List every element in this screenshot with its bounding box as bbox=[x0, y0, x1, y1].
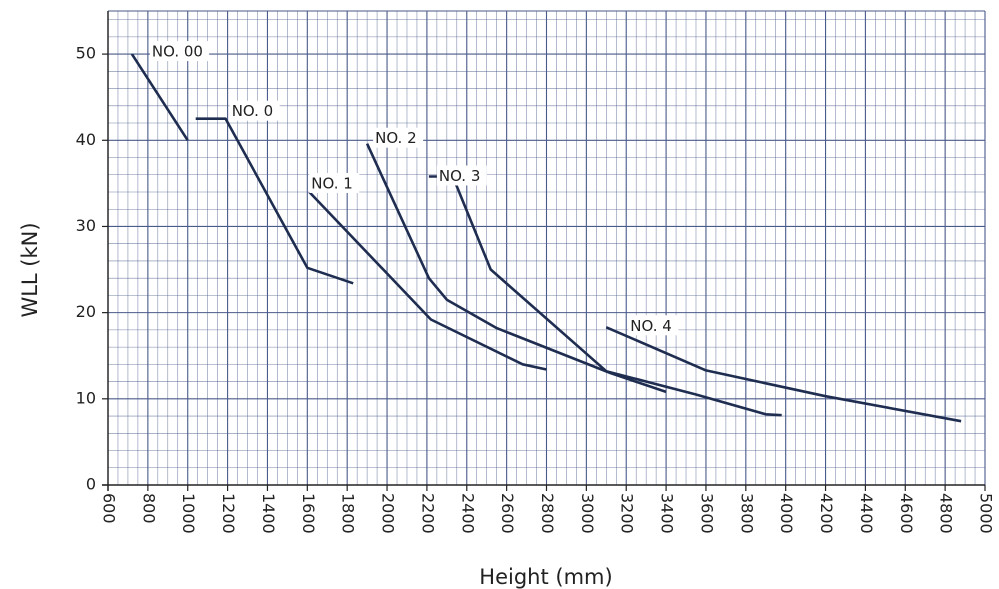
series-label-text: NO. 0 bbox=[232, 102, 274, 120]
series-line-no-0 bbox=[195, 117, 354, 285]
y-tick-label: 40 bbox=[76, 130, 96, 149]
x-tick-label: 2800 bbox=[538, 493, 557, 534]
y-axis-label: WLL (kN) bbox=[18, 222, 42, 317]
series-line-no-1 bbox=[308, 191, 547, 371]
series-label-background bbox=[628, 315, 679, 336]
x-tick-label: 3200 bbox=[618, 493, 637, 534]
x-tick-label: 3600 bbox=[697, 493, 716, 534]
series-label-no-2: NO. 2 bbox=[373, 127, 424, 148]
y-tick-label: 10 bbox=[76, 388, 96, 407]
series-label-text: NO. 3 bbox=[439, 167, 481, 185]
x-tick-label: 3400 bbox=[658, 493, 677, 534]
x-tick-label: 600 bbox=[100, 493, 119, 524]
series-label-text: NO. 1 bbox=[311, 174, 353, 192]
x-tick-label: 4200 bbox=[817, 493, 836, 534]
series-label-no-3: NO. 3 bbox=[436, 165, 487, 186]
series-labels: NO. 00 NO. 0 NO. 1 NO. 2 NO. 3 NO. 4 bbox=[149, 41, 679, 336]
x-tick-label: 2200 bbox=[418, 493, 437, 534]
y-tick-label: 20 bbox=[76, 302, 96, 321]
x-tick-label: 1200 bbox=[219, 493, 238, 534]
series-label-no-00: NO. 00 bbox=[149, 41, 210, 62]
x-tick-label: 4000 bbox=[777, 493, 796, 534]
x-tick-label: 1000 bbox=[179, 493, 198, 534]
major-gridlines bbox=[102, 10, 986, 491]
series-line-no-4 bbox=[605, 326, 962, 423]
series-label-text: NO. 2 bbox=[375, 129, 417, 147]
x-tick-label: 4800 bbox=[937, 493, 956, 534]
series-label-no-0: NO. 0 bbox=[229, 100, 280, 121]
x-tick-label: 1800 bbox=[339, 493, 358, 534]
x-tick-label: 2600 bbox=[498, 493, 517, 534]
x-tick-label: 4600 bbox=[897, 493, 916, 534]
series-label-background bbox=[229, 100, 280, 121]
x-tick-label: 4400 bbox=[857, 493, 876, 534]
x-tick-label: 2000 bbox=[379, 493, 398, 534]
series-label-text: NO. 4 bbox=[630, 317, 672, 335]
series-label-background bbox=[149, 41, 210, 62]
x-tick-label: 2400 bbox=[458, 493, 477, 534]
series-line-no-00 bbox=[130, 53, 189, 142]
series-label-no-1: NO. 1 bbox=[309, 172, 360, 193]
y-tick-labels: 0 10 20 30 40 50 bbox=[76, 44, 108, 494]
series-label-text: NO. 00 bbox=[152, 43, 203, 61]
series-line-no-2 bbox=[365, 143, 667, 394]
x-tick-label: 5000 bbox=[977, 493, 996, 534]
x-tick-label: 1400 bbox=[259, 493, 278, 534]
x-tick-labels: 600 800 1000 1200 1400 1600 1800 2000 2200 2400 26… bbox=[100, 485, 996, 534]
x-tick-label: 800 bbox=[139, 493, 158, 524]
x-axis-label: Height (mm) bbox=[479, 565, 612, 589]
y-tick-label: 0 bbox=[86, 475, 96, 494]
series-line-no-3 bbox=[428, 175, 782, 417]
y-tick-label: 30 bbox=[76, 216, 96, 235]
series-label-no-4: NO. 4 bbox=[628, 315, 679, 336]
series-label-background bbox=[436, 165, 487, 186]
x-tick-label: 3000 bbox=[578, 493, 597, 534]
y-tick-label: 50 bbox=[76, 44, 96, 63]
series-label-background bbox=[373, 127, 424, 148]
x-tick-label: 3800 bbox=[737, 493, 756, 534]
series-label-background bbox=[309, 172, 360, 193]
x-tick-label: 1600 bbox=[299, 493, 318, 534]
